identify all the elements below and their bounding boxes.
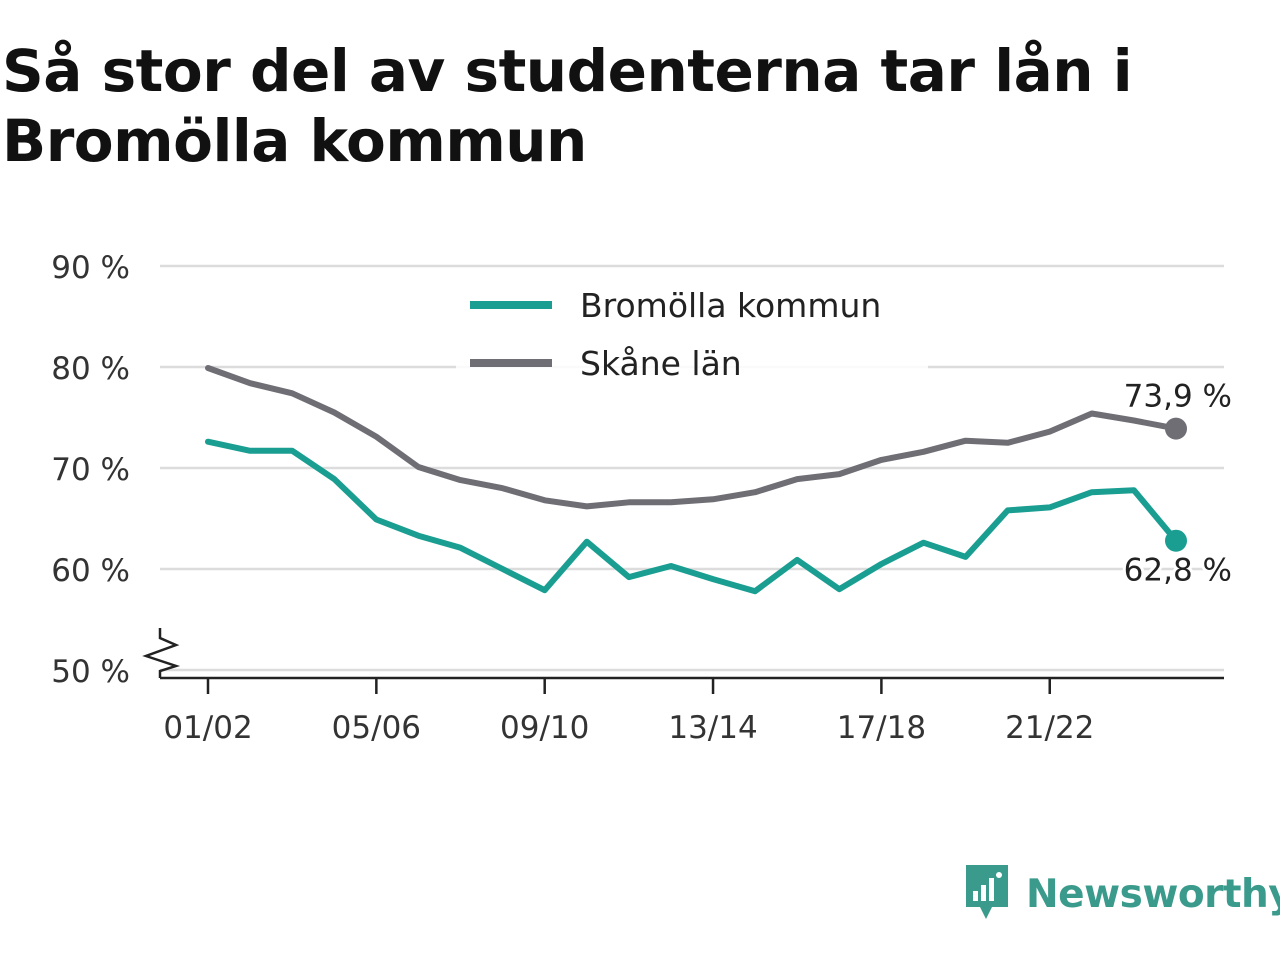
series-lines (205, 365, 1179, 595)
brand-logo: Newsworthy (962, 862, 1280, 926)
y-tick-label: 50 % (51, 654, 130, 690)
end-labels: 62,8 %62,8 %73,9 %73,9 % (1121, 376, 1235, 592)
x-tick-label: 13/14 (668, 710, 757, 746)
x-tick-label: 01/02 (163, 710, 252, 746)
y-axis-tick-labels: 50 % 60 % 70 % 80 % 90 % (51, 250, 130, 690)
legend: Bromölla kommun Skåne län (456, 276, 928, 383)
series-line (205, 438, 1179, 595)
end-value-label: 73,9 % (1124, 379, 1232, 415)
end-label-halo: 62,8 % (1124, 553, 1232, 589)
end-point-marker (1165, 417, 1187, 440)
x-axis (142, 628, 1224, 694)
x-tick-label: 09/10 (500, 710, 589, 746)
x-axis-tick-labels: 01/02 05/06 09/10 13/14 17/18 21/22 (163, 710, 1094, 746)
y-tick-label: 70 % (51, 452, 130, 488)
brand-name: Newsworthy (1026, 871, 1280, 917)
grid-lines (160, 264, 1224, 672)
end-value-label: 62,8 % (1124, 553, 1232, 589)
end-label-halo: 73,9 % (1124, 379, 1232, 415)
end-point-marker (1165, 529, 1187, 552)
legend-label: Bromölla kommun (580, 286, 881, 325)
legend-background (456, 276, 928, 372)
x-tick-label: 05/06 (332, 710, 421, 746)
y-tick-label: 80 % (51, 351, 130, 387)
legend-label: Skåne län (580, 344, 742, 383)
y-tick-label: 90 % (51, 250, 130, 286)
series-line (205, 365, 1179, 510)
y-tick-label: 60 % (51, 553, 130, 589)
y-axis-break (142, 628, 181, 678)
newsworthy-logo-icon (962, 861, 1012, 927)
x-tick-label: 21/22 (1005, 710, 1094, 746)
x-tick-label: 17/18 (837, 710, 926, 746)
page-title: Så stor del av studenterna tar lån i Bro… (2, 37, 1133, 175)
